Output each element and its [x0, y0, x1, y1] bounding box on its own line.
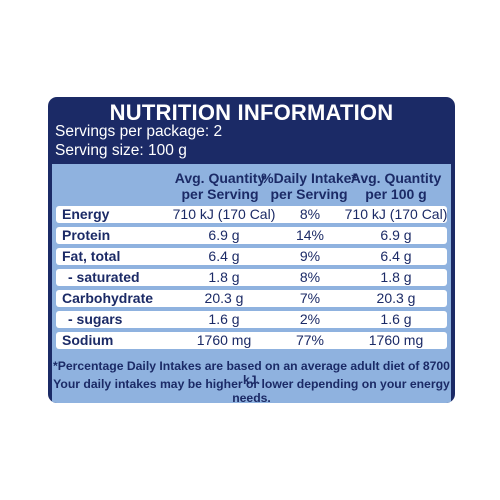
footnote-line: Your daily intakes may be higher or lowe… — [53, 377, 450, 403]
panel-title: NUTRITION INFORMATION — [109, 100, 394, 125]
servings-per-package: Servings per package: 2 — [55, 123, 223, 140]
per-100g-value: 20.3 g — [376, 290, 416, 306]
nutrition-table: Avg. Quantity per Serving %Daily Intake*… — [52, 164, 451, 403]
per-100g-value: 1.6 g — [380, 311, 412, 327]
per-serving-value: 1760 mg — [196, 332, 252, 348]
header-line: Avg. Quantity — [174, 170, 266, 186]
per-serving-value: 1.6 g — [208, 311, 240, 327]
per-serving-value: 20.3 g — [204, 290, 244, 306]
table-row: Energy 710 kJ (170 Cal) 8% 710 kJ (170 C… — [56, 206, 447, 223]
table-row: - saturated 1.8 g 8% 1.8 g — [56, 269, 447, 286]
header-line: Avg. Quantity — [350, 170, 442, 186]
serving-size: Serving size: 100 g — [55, 142, 187, 159]
header-line: per 100 g — [365, 186, 427, 202]
per-100g-value: 710 kJ (170 Cal) — [344, 206, 448, 222]
per-serving-value: 6.4 g — [208, 248, 240, 264]
header-line: per Serving — [270, 186, 348, 202]
nutrient-label: Energy — [62, 206, 110, 222]
daily-intake-value: 14% — [295, 227, 325, 243]
per-serving-value: 710 kJ (170 Cal) — [172, 206, 276, 222]
header-line: per Serving — [181, 186, 259, 202]
daily-intake-value: 8% — [299, 269, 321, 285]
table-row: Protein 6.9 g 14% 6.9 g — [56, 227, 447, 244]
daily-intake-value: 2% — [299, 311, 321, 327]
nutrition-panel: NUTRITION INFORMATION Servings per packa… — [48, 97, 455, 403]
per-100g-value: 6.9 g — [380, 227, 412, 243]
table-row: Carbohydrate 20.3 g 7% 20.3 g — [56, 290, 447, 307]
table-row: Fat, total 6.4 g 9% 6.4 g — [56, 248, 447, 265]
per-serving-value: 6.9 g — [208, 227, 240, 243]
nutrient-label: Carbohydrate — [62, 290, 154, 306]
table-row: - sugars 1.6 g 2% 1.6 g — [56, 311, 447, 328]
per-serving-value: 1.8 g — [208, 269, 240, 285]
header-daily-intake-per-serving: %Daily Intake* per Serving — [253, 170, 365, 202]
header-avg-quantity-per-serving: Avg. Quantity per Serving — [165, 170, 275, 202]
nutrient-label: Fat, total — [62, 248, 121, 264]
nutrient-label: - saturated — [68, 269, 140, 285]
per-100g-value: 6.4 g — [380, 248, 412, 264]
daily-intake-value: 7% — [299, 290, 321, 306]
daily-intake-value: 9% — [299, 248, 321, 264]
per-100g-value: 1760 mg — [368, 332, 424, 348]
nutrient-label: - sugars — [68, 311, 123, 327]
header-line: %Daily Intake* — [261, 170, 357, 186]
per-100g-value: 1.8 g — [380, 269, 412, 285]
daily-intake-value: 77% — [295, 332, 325, 348]
table-rows: Energy 710 kJ (170 Cal) 8% 710 kJ (170 C… — [56, 206, 447, 353]
footnote-line: *Percentage Daily Intakes are based on a… — [53, 359, 450, 387]
nutrient-label: Protein — [62, 227, 111, 243]
nutrient-label: Sodium — [62, 332, 114, 348]
header-avg-quantity-per-100g: Avg. Quantity per 100 g — [341, 170, 451, 202]
daily-intake-value: 8% — [299, 206, 321, 222]
table-row: Sodium 1760 mg 77% 1760 mg — [56, 332, 447, 349]
